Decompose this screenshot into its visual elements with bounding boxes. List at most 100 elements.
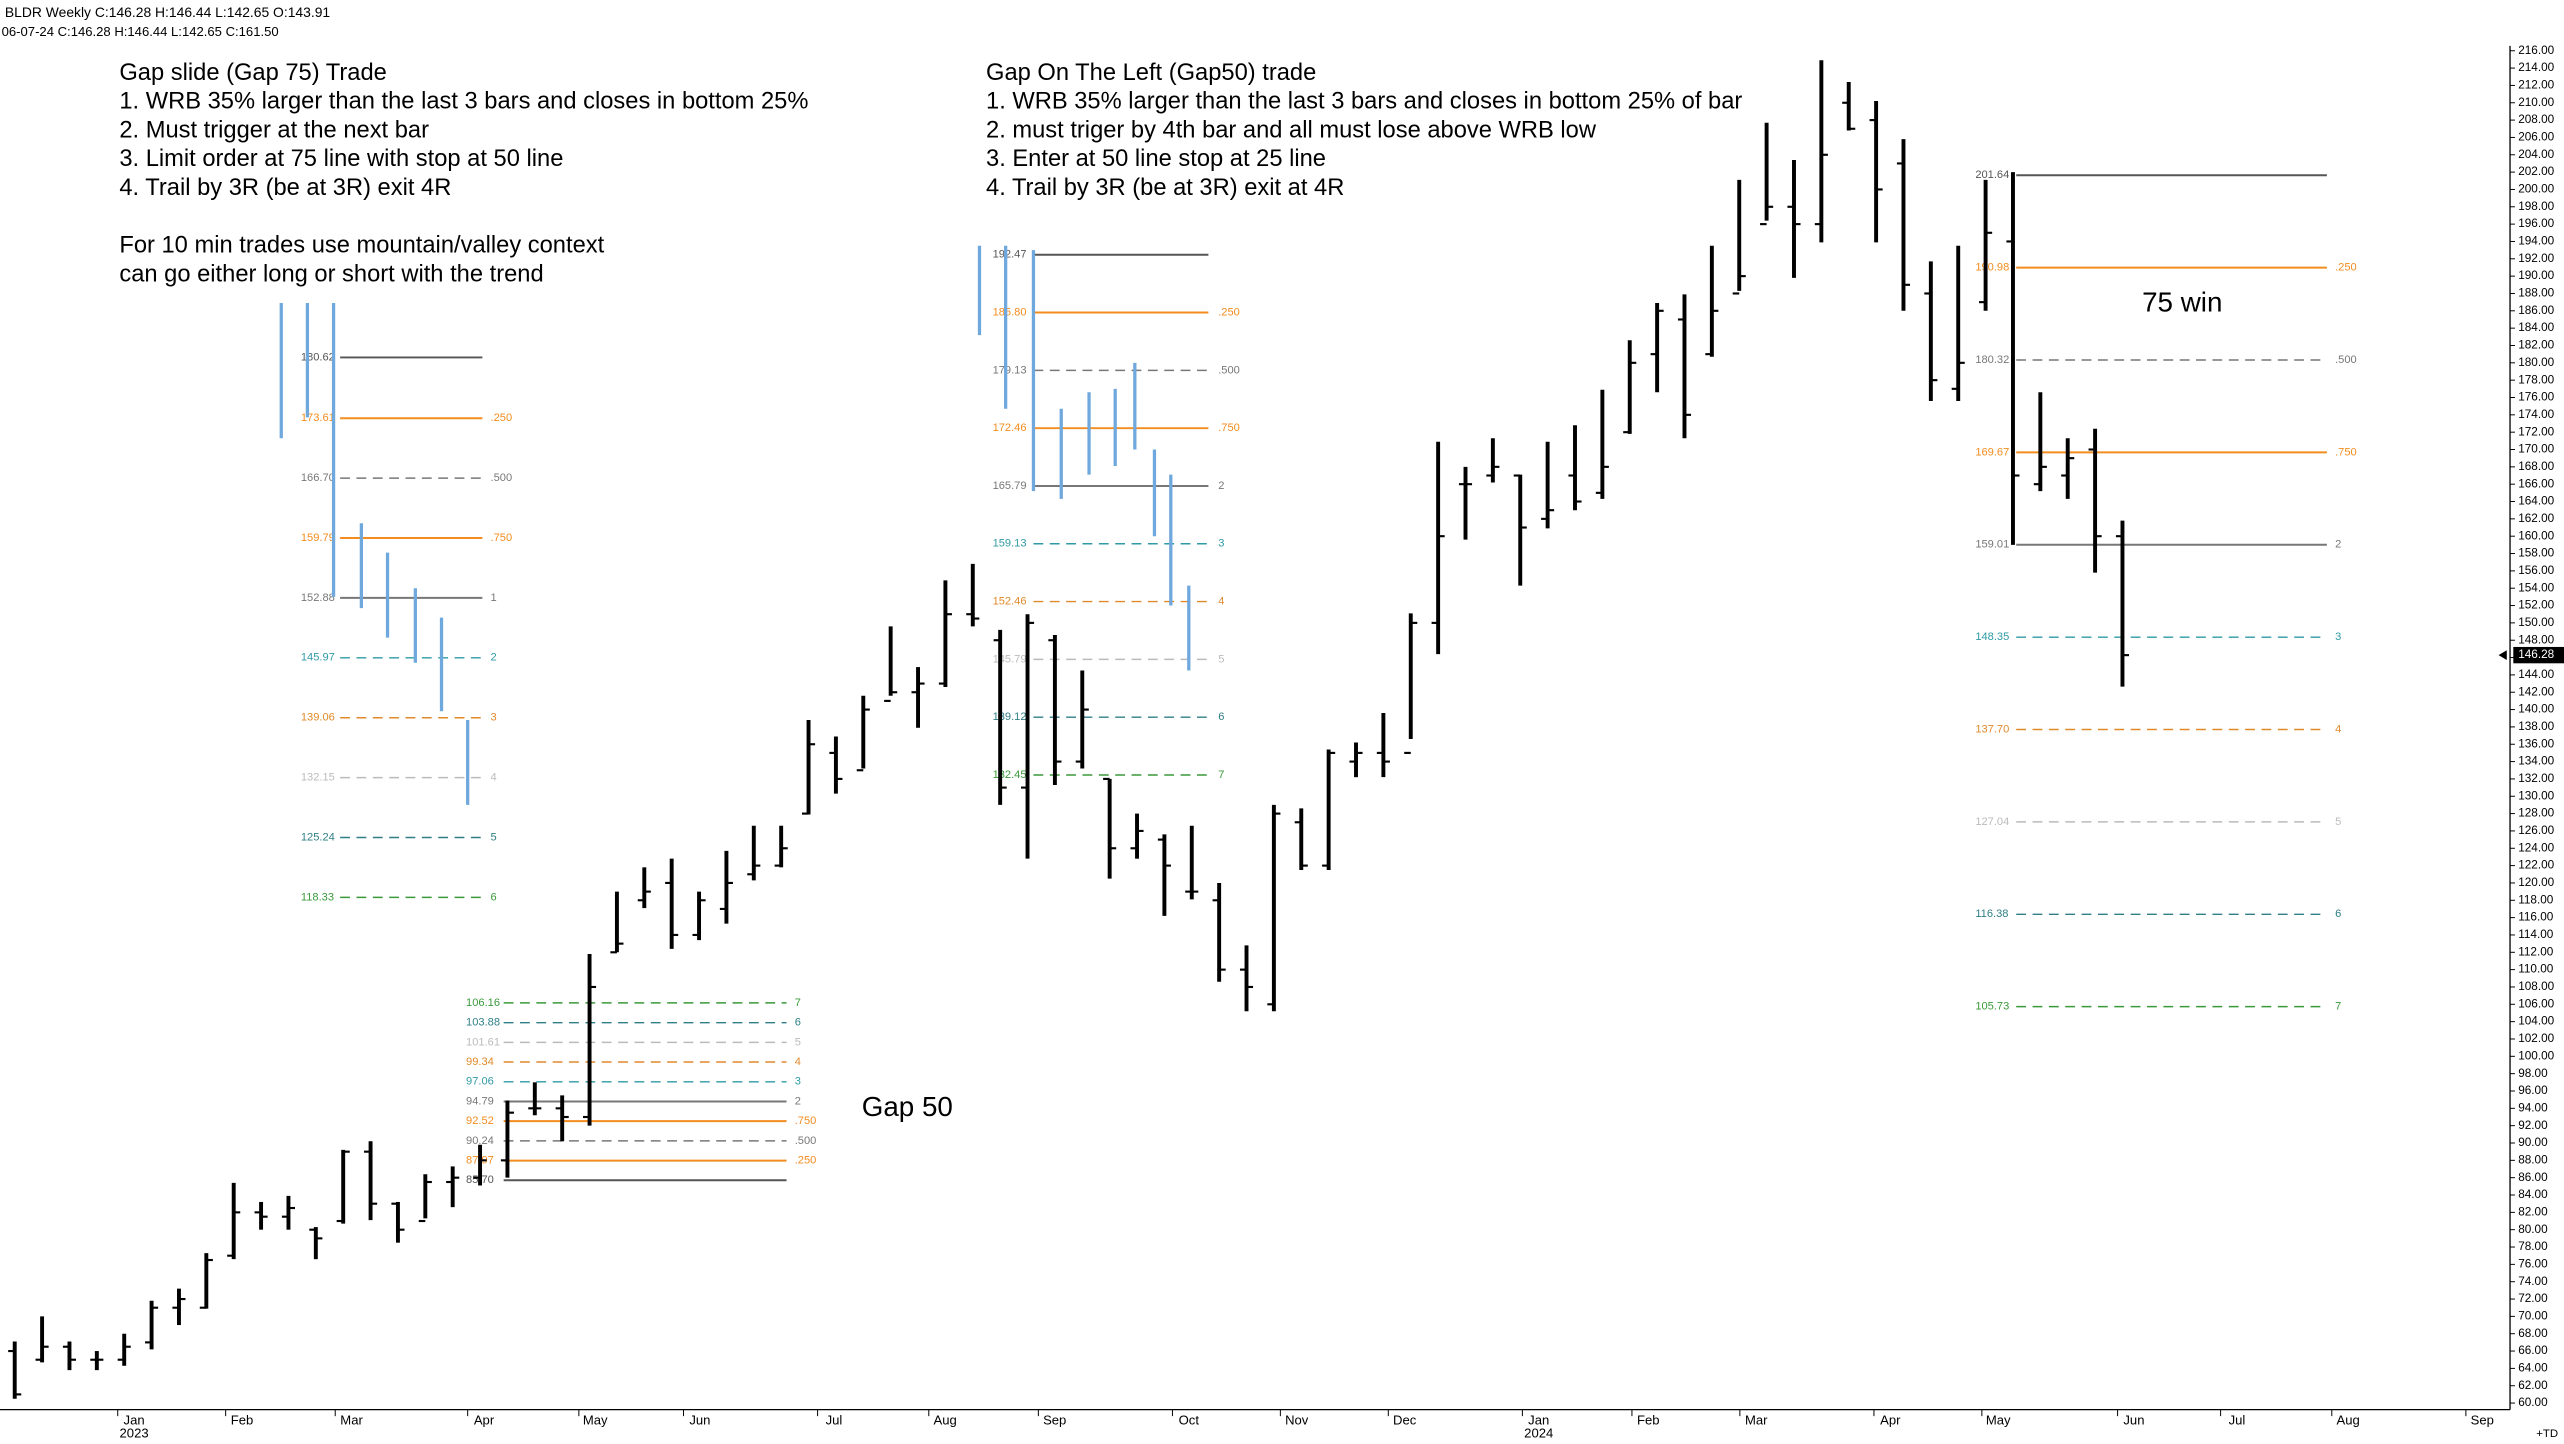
y-tick-label: 140.00 bbox=[2518, 703, 2554, 716]
level-price-label: 125.24 bbox=[301, 831, 335, 843]
x-tick-label: Sep bbox=[2471, 1413, 2494, 1428]
y-tick-label: 94.00 bbox=[2518, 1101, 2548, 1114]
level-price-label: 169.67 bbox=[1975, 446, 2009, 458]
level-tag: 5 bbox=[1218, 653, 1224, 665]
level-price-label: 172.46 bbox=[993, 422, 1027, 434]
x-tick-label: May bbox=[1986, 1413, 2011, 1428]
x-tick-label: Mar bbox=[340, 1413, 363, 1428]
y-tick-label: 112.00 bbox=[2518, 945, 2554, 958]
y-tick-label: 158.00 bbox=[2518, 547, 2554, 560]
level-tag: 5 bbox=[795, 1036, 801, 1048]
y-tick-label: 128.00 bbox=[2518, 807, 2554, 820]
level-price-label: 165.79 bbox=[993, 480, 1027, 492]
level-price-label: 180.62 bbox=[301, 351, 335, 363]
level-tag: 6 bbox=[491, 891, 497, 903]
level-tag: .250 bbox=[795, 1155, 817, 1167]
y-tick-label: 76.00 bbox=[2518, 1257, 2548, 1270]
y-tick-label: 192.00 bbox=[2518, 252, 2554, 265]
y-tick-label: 162.00 bbox=[2518, 512, 2554, 525]
y-tick-label: 150.00 bbox=[2518, 616, 2554, 629]
level-price-label: 159.13 bbox=[993, 538, 1027, 550]
y-tick-label: 126.00 bbox=[2518, 824, 2554, 837]
level-tag: 3 bbox=[491, 712, 497, 724]
y-tick-label: 152.00 bbox=[2518, 599, 2554, 612]
level-price-label: 145.79 bbox=[993, 653, 1027, 665]
y-tick-label: 202.00 bbox=[2518, 165, 2554, 178]
level-tag: 2 bbox=[2335, 539, 2341, 551]
last-price-arrow bbox=[2498, 650, 2507, 661]
y-tick-label: 108.00 bbox=[2518, 980, 2554, 993]
y-tick-label: 86.00 bbox=[2518, 1171, 2548, 1184]
y-tick-label: 64.00 bbox=[2518, 1361, 2548, 1374]
level-tag: 3 bbox=[1218, 538, 1224, 550]
y-tick-label: 80.00 bbox=[2518, 1223, 2548, 1236]
x-tick-label: Jul bbox=[2229, 1413, 2246, 1428]
level-tag: 3 bbox=[2335, 631, 2341, 643]
level-price-label: 173.61 bbox=[301, 412, 335, 424]
level-tag: .500 bbox=[491, 472, 513, 484]
level-price-label: 148.35 bbox=[1975, 631, 2009, 643]
y-tick-label: 134.00 bbox=[2518, 755, 2554, 768]
level-price-label: 137.70 bbox=[1975, 723, 2009, 735]
level-tag: 6 bbox=[2335, 908, 2341, 920]
y-tick-label: 160.00 bbox=[2518, 529, 2554, 542]
level-tag: .750 bbox=[1218, 422, 1240, 434]
y-tick-label: 178.00 bbox=[2518, 373, 2554, 386]
level-price-label: 166.70 bbox=[301, 472, 335, 484]
level-tag: 6 bbox=[1218, 711, 1224, 723]
level-tag: .750 bbox=[795, 1115, 817, 1127]
header-subtitle: 06-07-24 C:146.28 H:146.44 L:142.65 C:16… bbox=[2, 24, 279, 39]
level-tag: 7 bbox=[795, 997, 801, 1009]
level-price-label: 118.33 bbox=[301, 891, 334, 903]
y-tick-label: 174.00 bbox=[2518, 408, 2554, 421]
y-tick-label: 164.00 bbox=[2518, 495, 2554, 508]
level-price-label: 185.80 bbox=[993, 306, 1027, 318]
x-tick-label: Feb bbox=[1637, 1413, 1660, 1428]
y-tick-label: 212.00 bbox=[2518, 79, 2554, 92]
annotation-text: 4. Trail by 3R (be at 3R) exit at 4R bbox=[986, 175, 1344, 201]
level-price-label: 132.45 bbox=[993, 769, 1027, 781]
level-tag: 1 bbox=[491, 592, 497, 604]
level-price-label: 92.52 bbox=[466, 1115, 494, 1127]
last-price-box bbox=[2513, 646, 2564, 664]
y-tick-label: 196.00 bbox=[2518, 217, 2554, 230]
level-tag: 2 bbox=[491, 652, 497, 664]
annotation-text: can go either long or short with the tre… bbox=[119, 261, 543, 287]
level-price-label: 106.16 bbox=[466, 997, 500, 1009]
annotation-text: 3. Enter at 50 line stop at 25 line bbox=[986, 146, 1326, 172]
annotation-text: Gap slide (Gap 75) Trade bbox=[119, 60, 386, 86]
annotation-text: 2. must triger by 4th bar and all must l… bbox=[986, 117, 1597, 143]
level-tag: 4 bbox=[1218, 595, 1224, 607]
y-tick-label: 130.00 bbox=[2518, 789, 2554, 802]
level-tag: .500 bbox=[2335, 354, 2357, 366]
x-tick-label: Sep bbox=[1043, 1413, 1066, 1428]
annotation-text: 1. WRB 35% larger than the last 3 bars a… bbox=[119, 89, 808, 115]
y-tick-label: 172.00 bbox=[2518, 425, 2554, 438]
level-price-label: 201.64 bbox=[1975, 169, 2009, 181]
y-tick-label: 100.00 bbox=[2518, 1049, 2554, 1062]
level-tag: 4 bbox=[795, 1056, 801, 1068]
x-tick-label: Dec bbox=[1393, 1413, 1417, 1428]
x-tick-label: Apr bbox=[1880, 1413, 1901, 1428]
y-tick-label: 186.00 bbox=[2518, 304, 2554, 317]
y-tick-label: 92.00 bbox=[2518, 1119, 2548, 1132]
y-tick-label: 188.00 bbox=[2518, 287, 2554, 300]
level-tag: 4 bbox=[2335, 723, 2341, 735]
y-tick-label: 70.00 bbox=[2518, 1309, 2548, 1322]
y-tick-label: 124.00 bbox=[2518, 841, 2554, 854]
y-tick-label: 194.00 bbox=[2518, 235, 2554, 248]
y-tick-label: 148.00 bbox=[2518, 633, 2554, 646]
y-tick-label: 216.00 bbox=[2518, 44, 2554, 57]
y-tick-label: 210.00 bbox=[2518, 96, 2554, 109]
x-tick-label: Jan bbox=[124, 1413, 145, 1428]
annotation-text: 75 win bbox=[2142, 287, 2222, 318]
level-price-label: 116.38 bbox=[1975, 908, 2008, 920]
y-tick-label: 132.00 bbox=[2518, 772, 2554, 785]
y-tick-label: 214.00 bbox=[2518, 61, 2554, 74]
y-tick-label: 96.00 bbox=[2518, 1084, 2548, 1097]
y-tick-label: 204.00 bbox=[2518, 148, 2554, 161]
y-tick-label: 82.00 bbox=[2518, 1205, 2548, 1218]
y-tick-label: 200.00 bbox=[2518, 183, 2554, 196]
level-tag: .750 bbox=[491, 532, 513, 544]
